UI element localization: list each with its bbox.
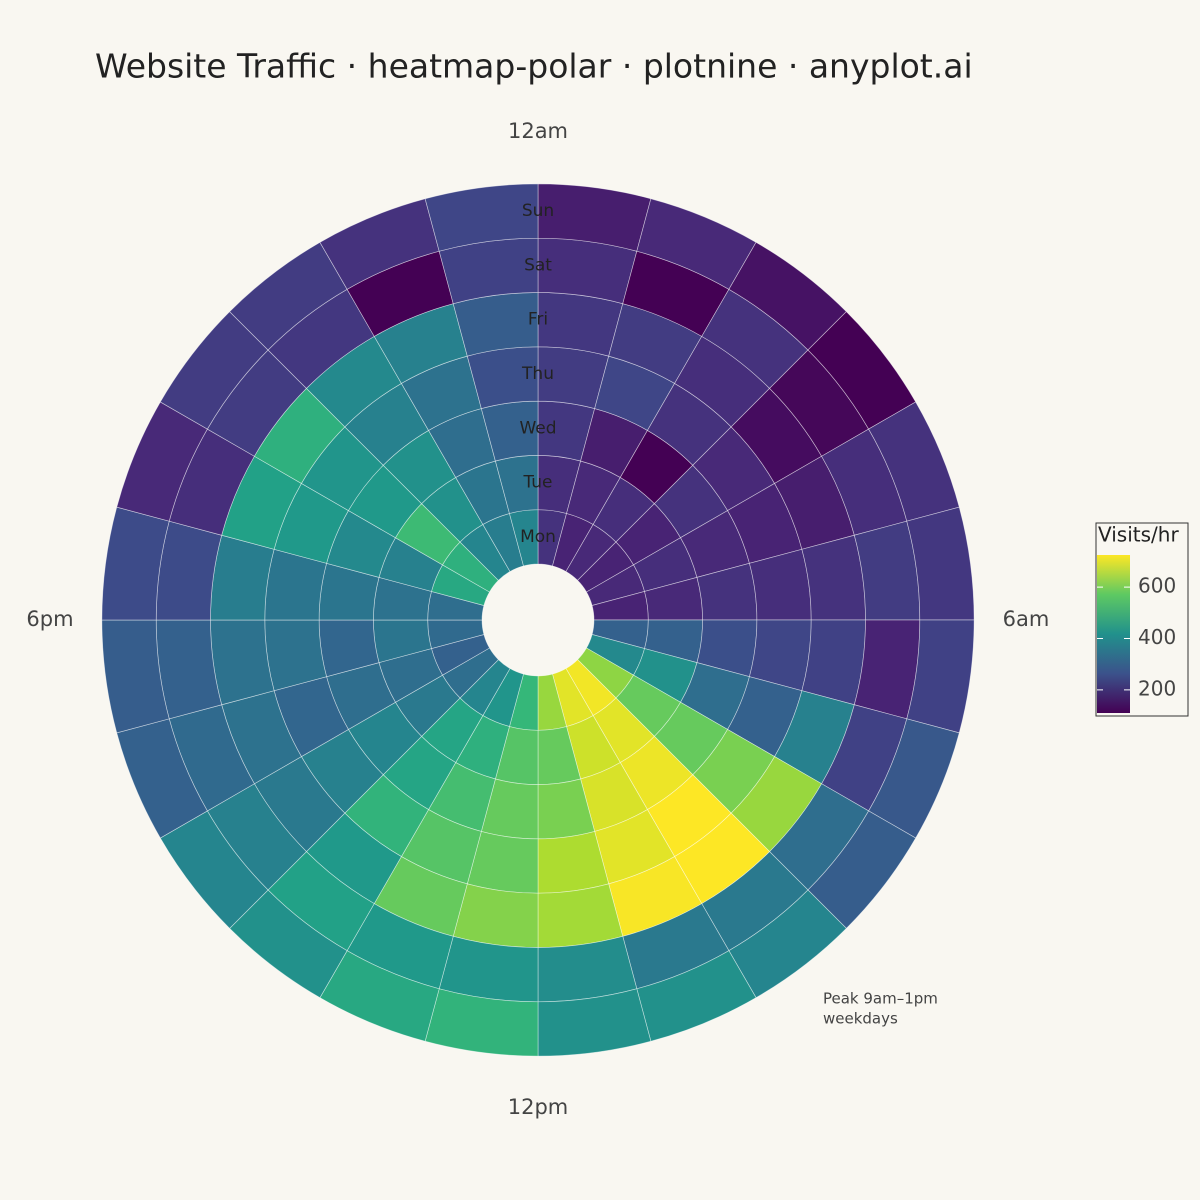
colorbar-tick-label: 600 — [1138, 574, 1176, 598]
day-label: Tue — [522, 473, 552, 493]
cell — [452, 883, 539, 948]
hour-label: 12pm — [508, 1095, 569, 1119]
cell — [801, 534, 866, 621]
cell — [452, 292, 539, 357]
annotation: weekdays — [823, 1010, 898, 1028]
day-label: Thu — [521, 364, 554, 384]
annotation: Peak 9am–1pm — [823, 990, 938, 1008]
heatmap — [101, 183, 975, 1057]
hour-label: 6am — [1003, 607, 1050, 631]
hour-label: 6pm — [26, 607, 73, 631]
chart-title: Website Traffic · heatmap-polar · plotni… — [95, 47, 973, 86]
cell — [801, 619, 866, 706]
colorbar-tick-label: 400 — [1138, 625, 1176, 649]
legend-title: Visits/hr — [1098, 523, 1179, 547]
day-label: Sat — [524, 255, 552, 275]
colorbar — [1097, 555, 1130, 713]
cell — [424, 183, 539, 252]
day-label: Fri — [528, 310, 548, 330]
colorbar-tick-label: 200 — [1138, 676, 1176, 700]
cell — [537, 292, 624, 357]
day-label: Sun — [522, 201, 554, 221]
day-label: Wed — [519, 418, 556, 438]
cell — [210, 534, 275, 621]
cell — [210, 619, 275, 706]
hour-label: 12am — [508, 119, 568, 143]
day-label: Mon — [520, 527, 556, 547]
cell — [537, 883, 624, 948]
